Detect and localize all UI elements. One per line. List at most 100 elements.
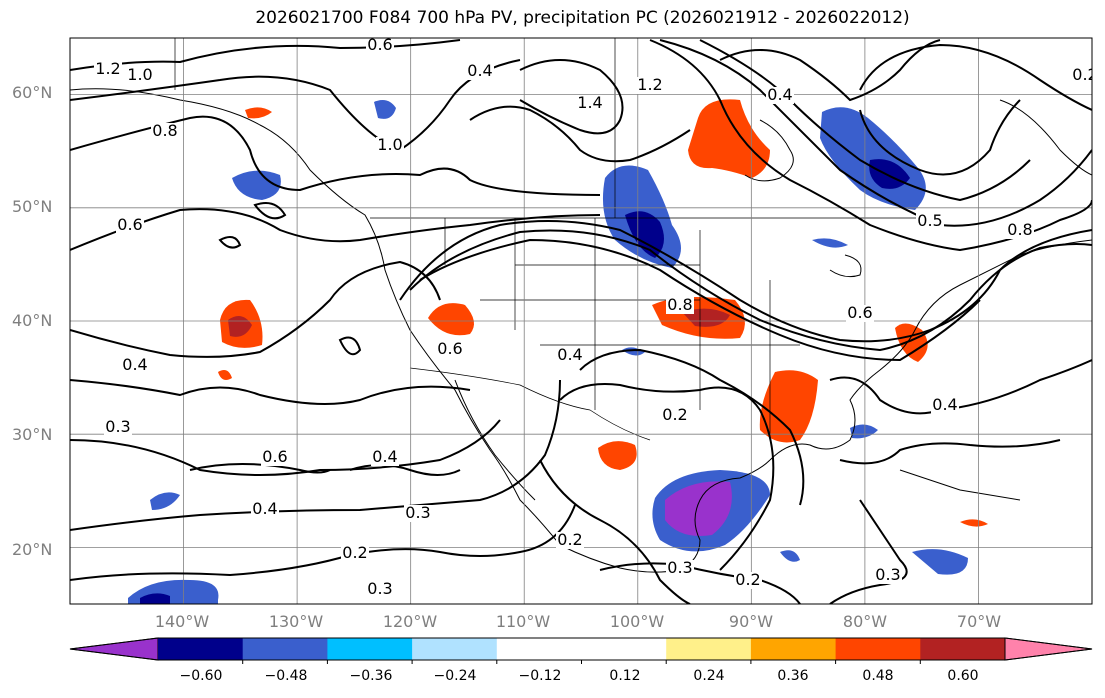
precip-negative-core [665, 481, 732, 536]
contour-label-bg [1071, 67, 1092, 84]
contour-label: 0.4 [467, 61, 492, 80]
contour-label-bg [556, 347, 584, 364]
contour-label-bg [371, 449, 399, 466]
lon-label: 90°W [728, 612, 774, 631]
contour-label: 0.6 [437, 339, 462, 358]
contour-labels: 1.2 1.0 0.6 0.4 0.8 1.0 1.4 1.2 0.4 0.6 0.6 0.8 0.4 0… [94, 35, 1092, 598]
colorbar-band [496, 638, 582, 660]
plot-frame [69, 37, 1093, 605]
contour-label-bg [931, 397, 959, 414]
colorbar-band [242, 638, 328, 660]
contour-label-bg [366, 38, 394, 54]
contour-label-bg [366, 581, 394, 598]
contour-label: 0.8 [667, 295, 692, 314]
contour-label: 1.0 [127, 65, 152, 84]
contour-label: 0.5 [917, 211, 942, 230]
contour-label: 0.6 [117, 215, 142, 234]
contour-label-bg [126, 67, 154, 84]
precip-negative-core [625, 211, 664, 258]
lon-label: 130°W [268, 612, 324, 631]
precip-positive-area [218, 370, 232, 380]
lon-label: 140°W [154, 612, 210, 631]
contour-label-bg [251, 501, 279, 518]
contour-label: 0.4 [252, 499, 277, 518]
contour-label-bg [341, 545, 369, 562]
colorbar-tick: 0.12 [609, 668, 641, 684]
contour-label-bg [466, 63, 494, 80]
colorbar-band [835, 638, 921, 660]
precip-negative-core [140, 593, 170, 604]
colorbar-band [666, 638, 752, 660]
precip-negative-area [780, 550, 800, 562]
colorbar-outline [69, 637, 1093, 661]
contour-label: 0.4 [372, 447, 397, 466]
lon-label: 70°W [956, 612, 1002, 631]
precip-positive-area [598, 441, 637, 470]
precip-positive-area [245, 107, 272, 119]
contour-label: 0.6 [262, 447, 287, 466]
contour-label-bg [576, 95, 604, 112]
colorbar-band [750, 638, 837, 660]
colorbar-tick: 0.24 [693, 668, 725, 684]
contour-label: 0.3 [667, 558, 692, 577]
contour-label-bg [666, 297, 694, 314]
precip-positive-area [960, 519, 988, 527]
precip-negative-area [812, 238, 848, 248]
contour-label-bg [661, 407, 689, 424]
contour-label-bg [874, 567, 902, 584]
precip-negative-area [850, 424, 878, 439]
lat-label: 60°N [12, 83, 53, 102]
pv-contours [70, 39, 1092, 604]
contour-label: 0.4 [122, 355, 147, 374]
contour-label-bg [1006, 222, 1034, 239]
precip-negative-area [374, 100, 396, 119]
plot-area: 1.2 1.0 0.6 0.4 0.8 1.0 1.4 1.2 0.4 0.6 0.6 0.8 0.4 0… [70, 35, 1092, 604]
contour-label-bg [734, 572, 762, 589]
map-title: 2026021700 F084 700 hPa PV, precipitatio… [255, 8, 910, 28]
contour-label-bg [104, 419, 132, 436]
contour-label-bg [261, 449, 289, 466]
lon-label: 120°W [382, 612, 438, 631]
contour-label-bg [556, 532, 584, 549]
contour-label: 0.3 [367, 579, 392, 598]
colorbar-tick: −0.36 [349, 668, 393, 684]
contour-label-bg [766, 87, 794, 104]
contour-label: 0.4 [767, 85, 792, 104]
contour-label: 0.8 [152, 121, 177, 140]
precip-positive-area [688, 99, 770, 178]
contour-label: 0.3 [875, 565, 900, 584]
contour-label: 0.6 [367, 35, 392, 54]
contour-label: 0.2 [557, 530, 582, 549]
contour-label: 0.4 [932, 395, 957, 414]
contour-label-bg [636, 77, 664, 94]
contour-label-bg [404, 505, 432, 522]
lon-label: 80°W [842, 612, 888, 631]
contour-label: 1.2 [637, 75, 662, 94]
lat-label: 20°N [12, 540, 53, 559]
contour-label: 1.4 [577, 93, 602, 112]
colorbar-band [158, 638, 244, 660]
gridlines [70, 38, 1092, 604]
lat-label: 40°N [12, 311, 53, 330]
colorbar-band [327, 638, 413, 660]
contour-label-bg [121, 357, 149, 374]
colorbar-tick: −0.48 [264, 668, 308, 684]
lat-label: 50°N [12, 197, 53, 216]
colorbar-band [581, 638, 667, 660]
contour-label: 1.2 [95, 59, 120, 78]
contour-label: 0.3 [105, 417, 130, 436]
contour-label: 0.2 [662, 405, 687, 424]
contour-label-bg [846, 305, 874, 322]
contour-label: 0.8 [1007, 220, 1032, 239]
contour-label: 1.0 [377, 135, 402, 154]
colorbar-tick: 0.60 [947, 668, 979, 684]
contour-label: 0.3 [405, 503, 430, 522]
contour-label: 0.2 [342, 543, 367, 562]
precip-positive-area [428, 303, 474, 336]
colorbar [69, 637, 1093, 664]
lon-label: 100°W [609, 612, 665, 631]
contour-label-bg [666, 560, 694, 577]
precip-shading [128, 99, 988, 604]
colorbar-tick: −0.12 [518, 668, 562, 684]
coastlines [70, 88, 1092, 573]
